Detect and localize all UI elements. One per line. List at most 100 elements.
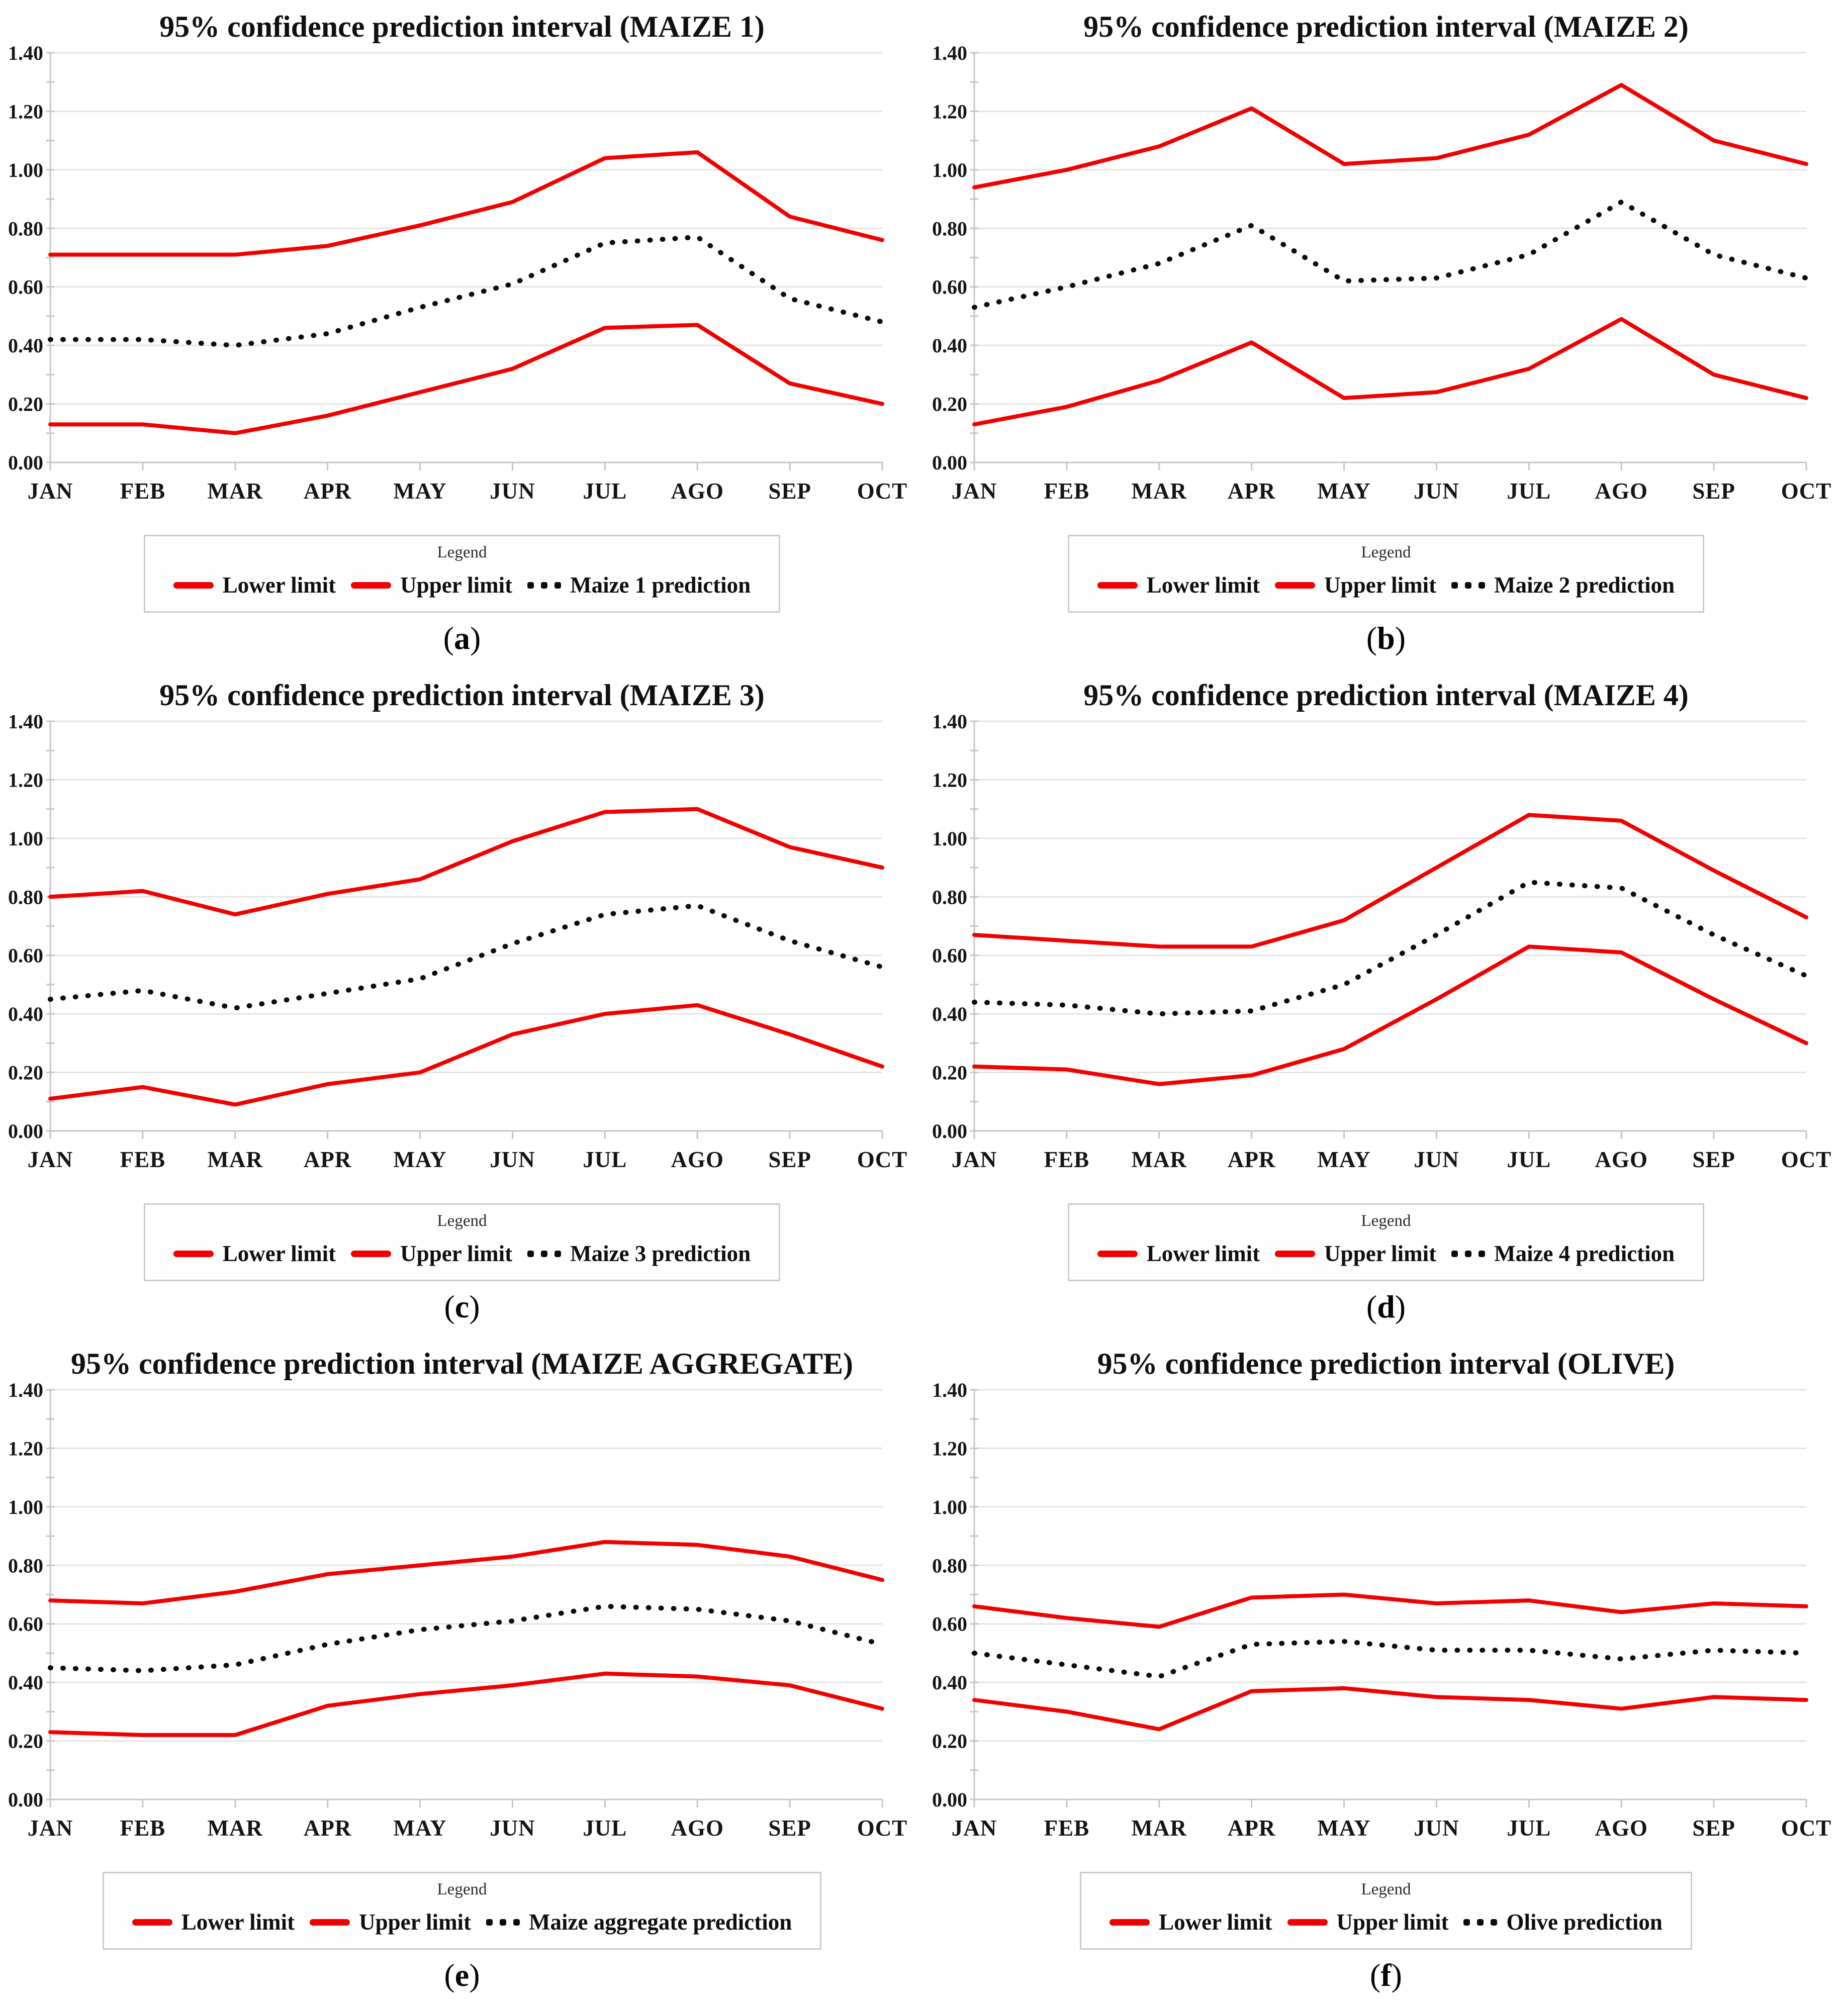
y-tick-label: 0.40: [8, 334, 43, 357]
y-tick-label: 0.00: [8, 1788, 43, 1811]
y-tick-label: 1.40: [932, 45, 967, 64]
x-tick-label: FEB: [120, 1147, 166, 1172]
legend-item: Upper limit: [310, 1909, 471, 1935]
legend-item-label: Lower limit: [1146, 572, 1260, 598]
x-tick-label: FEB: [1044, 479, 1090, 504]
x-tick-label: FEB: [1044, 1816, 1090, 1841]
y-tick-label: 1.20: [8, 100, 43, 123]
legend-item: Maize aggregate prediction: [486, 1909, 792, 1935]
legend-item-label: Lower limit: [181, 1910, 295, 1935]
y-tick-label: 1.20: [8, 769, 43, 791]
legend-item: Upper limit: [351, 1240, 512, 1267]
chart-title: 95% confidence prediction interval (OLIV…: [1097, 1347, 1675, 1380]
red-line-swatch-icon: [132, 1919, 172, 1926]
red-line-swatch-icon: [310, 1919, 350, 1926]
x-tick-label: MAR: [208, 1816, 263, 1841]
legend-item: Lower limit: [1097, 572, 1260, 598]
chart-panel-f: 95% confidence prediction interval (OLIV…: [924, 1337, 1848, 2004]
y-tick-label: 0.40: [932, 1003, 967, 1025]
x-tick-label: MAR: [1132, 1816, 1187, 1841]
x-tick-label: OCT: [1781, 1147, 1832, 1172]
x-tick-label: MAR: [1132, 479, 1187, 504]
x-tick-label: AGO: [671, 479, 724, 504]
legend-item-label: Upper limit: [1324, 1241, 1437, 1266]
x-tick-label: JAN: [952, 1816, 997, 1841]
y-tick-label: 0.60: [932, 944, 967, 967]
chart-canvas: 0.00 0.20 0.40 0.60 0.80 1.00 1.20 1.40 JAN FEB MA…: [8, 45, 907, 504]
y-tick-label: 1.20: [932, 1437, 967, 1460]
chart-panel-e: 95% confidence prediction interval (MAIZ…: [0, 1337, 924, 2004]
legend-item: Lower limit: [173, 1240, 336, 1267]
legend-title: Legend: [437, 1212, 487, 1230]
x-tick-label: AGO: [1595, 1147, 1648, 1172]
x-tick-label: SEP: [1692, 1147, 1735, 1172]
chart-panel-b: 95% confidence prediction interval (MAIZ…: [924, 0, 1848, 669]
legend-row: Lower limit Upper limit Maize aggregate …: [132, 1909, 792, 1935]
x-tick-label: MAR: [208, 479, 263, 504]
y-tick-label: 0.80: [932, 886, 967, 908]
x-tick-label: FEB: [120, 1816, 166, 1841]
legend-item: Maize 4 prediction: [1451, 1240, 1675, 1267]
series-line-upper-limit: [972, 813, 1808, 949]
red-line-swatch-icon: [351, 1250, 392, 1257]
legend-box: Legend Lower limit Upper limit Maize 2 p…: [1067, 535, 1705, 613]
y-tick-label: 0.80: [8, 886, 43, 908]
y-tick-label: 0.60: [8, 276, 43, 299]
panel-label: (f): [1370, 1957, 1402, 1993]
y-tick-label: 0.60: [8, 1613, 43, 1636]
x-tick-label: MAR: [208, 1147, 263, 1172]
series-line-lower-limit: [48, 323, 884, 435]
y-tick-label: 1.40: [8, 714, 43, 733]
x-tick-label: MAY: [393, 1816, 446, 1841]
series-line-maize-4-prediction: [972, 880, 1809, 1017]
legend-item-label: Upper limit: [359, 1910, 472, 1935]
x-tick-label: AGO: [1595, 1816, 1648, 1841]
legend-title: Legend: [437, 543, 487, 561]
dotted-line-swatch-icon: [1463, 1919, 1498, 1926]
legend-item: Lower limit: [1097, 1240, 1260, 1267]
legend-item: Maize 2 prediction: [1451, 572, 1675, 598]
legend-title: Legend: [1361, 1212, 1411, 1230]
legend-item-label: Maize aggregate prediction: [529, 1910, 792, 1935]
legend-box: Legend Lower limit Upper limit Maize 3 p…: [143, 1203, 781, 1281]
y-tick-label: 0.20: [8, 393, 43, 416]
x-tick-label: JUL: [1507, 479, 1551, 504]
x-tick-label: JAN: [28, 1147, 73, 1172]
series-line-maize-aggregate-prediction: [48, 1603, 885, 1673]
x-tick-label: MAY: [1317, 1816, 1370, 1841]
legend-item-label: Lower limit: [222, 572, 336, 598]
red-line-swatch-icon: [173, 1250, 214, 1257]
y-tick-label: 1.00: [932, 159, 967, 181]
x-tick-label: JUL: [583, 1147, 627, 1172]
x-tick-label: MAY: [1317, 479, 1370, 504]
x-tick-label: JAN: [952, 1147, 997, 1172]
legend-box: Legend Lower limit Upper limit Olive pre…: [1080, 1872, 1692, 1950]
x-tick-label: APR: [304, 479, 351, 504]
y-tick-label: 0.00: [932, 1120, 967, 1142]
chart-title: 95% confidence prediction interval (MAIZ…: [70, 1347, 854, 1380]
series-line-upper-limit: [972, 1592, 1808, 1629]
x-tick-label: APR: [304, 1147, 351, 1172]
legend-item: Lower limit: [1110, 1909, 1272, 1935]
y-tick-label: 0.20: [8, 1730, 43, 1753]
y-tick-label: 1.40: [932, 1382, 967, 1401]
legend-item: Upper limit: [351, 572, 512, 598]
legend-title: Legend: [437, 1880, 487, 1898]
chart-title: 95% confidence prediction interval (MAIZ…: [159, 10, 765, 43]
chart-canvas: 0.00 0.20 0.40 0.60 0.80 1.00 1.20 1.40 JAN FEB MA…: [932, 45, 1831, 504]
y-tick-label: 1.00: [932, 1496, 967, 1518]
legend-row: Lower limit Upper limit Maize 3 predicti…: [173, 1240, 751, 1267]
y-tick-label: 1.00: [8, 827, 43, 850]
y-tick-label: 0.00: [8, 1120, 43, 1142]
series-line-upper-limit: [48, 807, 884, 917]
x-tick-label: APR: [1228, 1816, 1275, 1841]
series-line-maize-3-prediction: [48, 903, 885, 1011]
x-tick-label: JAN: [952, 479, 997, 504]
chart-title: 95% confidence prediction interval (MAIZ…: [1083, 679, 1689, 712]
legend-item: Upper limit: [1287, 1909, 1448, 1935]
y-tick-label: 1.00: [932, 827, 967, 850]
series-line-lower-limit: [48, 1671, 884, 1737]
y-tick-label: 0.20: [8, 1062, 43, 1084]
series-line-maize-2-prediction: [972, 199, 1809, 310]
x-tick-label: SEP: [768, 1147, 811, 1172]
